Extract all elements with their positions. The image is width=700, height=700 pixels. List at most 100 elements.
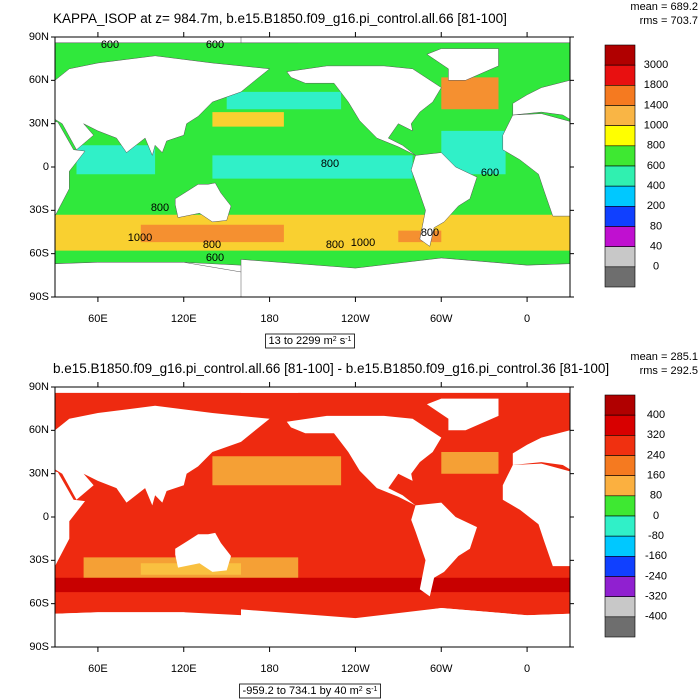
unit-exponent: -1: [371, 686, 377, 693]
land: [55, 55, 271, 157]
field-region: [55, 577, 570, 593]
field-region: [441, 130, 506, 175]
land: [512, 79, 570, 120]
land: [55, 121, 86, 217]
colorbar-box: [604, 206, 636, 227]
range-text: -959.2 to 734.1 by 40 m: [243, 685, 359, 697]
contour-label: 800: [203, 239, 221, 251]
colorbar-box: [604, 105, 636, 126]
map: [55, 387, 570, 647]
lat-label: 0: [43, 511, 49, 523]
land: [240, 37, 570, 44]
colorbar-label: 3000: [644, 59, 668, 71]
colorbar-label: 1400: [644, 99, 668, 111]
lon-label: 60W: [430, 663, 453, 675]
lon-label: 120W: [341, 663, 370, 675]
contour-label: 1000: [351, 237, 375, 249]
lat-label: 90S: [29, 641, 49, 653]
land: [690, 183, 700, 222]
colorbar-label: 800: [647, 140, 665, 152]
colorbar-label: 160: [647, 470, 665, 482]
colorbar-label: 80: [650, 220, 662, 232]
field-region: [212, 112, 284, 127]
contour-label: 800: [151, 202, 169, 214]
colorbar-label: -160: [645, 550, 667, 562]
colorbar-label: 1000: [644, 120, 668, 132]
range-text: s: [337, 335, 346, 347]
lat-label: 30N: [29, 118, 49, 130]
contour-label: 800: [321, 158, 339, 170]
rms-stat: rms = 292.5: [640, 365, 698, 377]
range-text: 13 to 2299 m: [269, 335, 333, 347]
colorbar-label: -240: [645, 570, 667, 582]
map: [55, 37, 700, 297]
field-region: [226, 91, 342, 110]
colorbar-label: -320: [645, 591, 667, 603]
colorbar-label: 40: [650, 241, 662, 253]
land: [426, 398, 499, 431]
land: [426, 48, 499, 81]
lat-label: 30N: [29, 468, 49, 480]
field-region: [441, 77, 499, 110]
colorbar-label: -400: [645, 611, 667, 623]
land: [55, 471, 85, 567]
land: [175, 532, 231, 572]
colorbar-box: [604, 145, 636, 167]
lon-label: 120E: [171, 313, 197, 325]
lat-label: 60S: [29, 248, 49, 260]
colorbar-box: [604, 85, 636, 106]
land: [174, 182, 232, 223]
lat-label: 60N: [29, 424, 49, 436]
unit-exponent: 2: [359, 686, 363, 693]
range-label: -959.2 to 734.1 by 40 m2 s-1: [243, 685, 378, 697]
land: [411, 502, 477, 597]
colorbar-box: [604, 165, 636, 187]
colorbar-box: [604, 435, 636, 456]
lon-label: 180: [260, 313, 278, 325]
land: [55, 405, 270, 506]
range-label: 13 to 2299 m2 s-1: [269, 335, 352, 347]
lat-label: 30S: [29, 204, 49, 216]
lon-label: 60E: [88, 313, 108, 325]
lat-label: 90S: [29, 291, 49, 303]
contour-label: 600: [206, 252, 224, 264]
lon-label: 0: [524, 313, 530, 325]
contour-label: 800: [326, 239, 344, 251]
panel-title: KAPPA_ISOP at z= 984.7m, b.e15.B1850.f09…: [53, 11, 507, 26]
colorbar-label: -80: [648, 530, 664, 542]
colorbar-label: 80: [650, 490, 662, 502]
contour-label: 600: [101, 39, 119, 51]
lon-label: 60E: [88, 663, 108, 675]
unit-exponent: -1: [345, 336, 351, 343]
land: [240, 257, 570, 297]
contour-label: 600: [206, 39, 224, 51]
colorbar-box: [604, 535, 636, 557]
lon-label: 120W: [341, 313, 370, 325]
colorbar-box: [604, 576, 636, 597]
lon-label: 0: [524, 663, 530, 675]
colorbar-label: 0: [653, 510, 659, 522]
rms-stat: rms = 703.7: [640, 15, 698, 27]
field-region: [55, 250, 570, 258]
colorbar-box: [604, 414, 636, 436]
lon-label: 180: [260, 663, 278, 675]
unit-exponent: 2: [333, 336, 337, 343]
colorbar-label: 240: [647, 449, 665, 461]
colorbar-box: [604, 475, 636, 497]
field-region: [212, 456, 342, 486]
land: [410, 152, 478, 247]
colorbar-box: [604, 596, 636, 618]
range-box: [265, 333, 355, 349]
mean-stat: mean = 285.1: [630, 351, 698, 363]
contour-label: 800: [421, 227, 439, 239]
colorbar-box: [604, 616, 636, 638]
colorbar-label: 600: [647, 160, 665, 172]
contour-label: 600: [481, 167, 499, 179]
colorbar-label: 320: [647, 429, 665, 441]
range-box: [239, 683, 381, 699]
colorbar-box: [604, 246, 636, 268]
land: [241, 608, 570, 647]
land: [502, 463, 570, 567]
colorbar-label: 1800: [644, 79, 668, 91]
panel-title: b.e15.B1850.f09_g16.pi_control.all.66 [8…: [53, 361, 609, 376]
